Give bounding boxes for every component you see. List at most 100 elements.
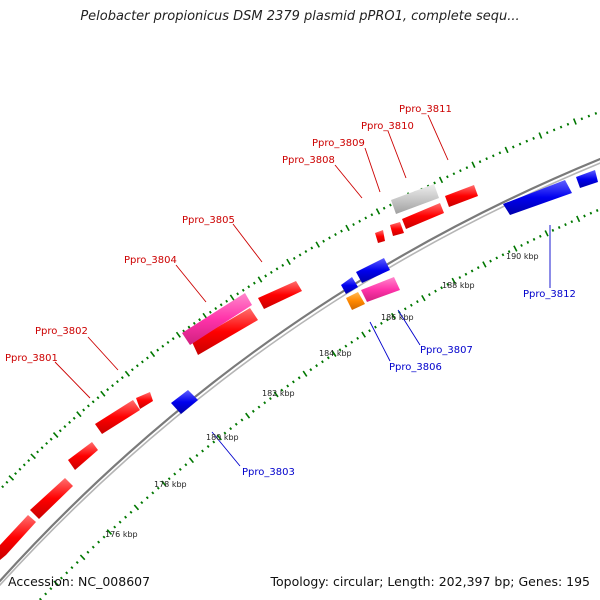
gene-label[interactable]: Ppro_3805 (182, 215, 235, 226)
tick-mark (49, 587, 53, 591)
gene-feature[interactable] (356, 258, 390, 283)
gene-feature[interactable] (341, 277, 358, 294)
tick-mark (572, 118, 577, 125)
tick-mark (280, 388, 284, 392)
gene-feature[interactable] (68, 442, 98, 470)
tick-mark (187, 325, 191, 329)
gene-feature[interactable] (445, 185, 478, 207)
tick-mark (513, 245, 518, 252)
gene-feature[interactable] (136, 392, 153, 409)
tick-mark (212, 440, 216, 444)
tick-mark (552, 128, 556, 132)
gene-label[interactable]: Ppro_3811 (399, 104, 452, 115)
leader-line (397, 309, 421, 346)
leader-line (232, 223, 263, 263)
tick-mark (40, 446, 44, 450)
gene-label[interactable]: Ppro_3810 (361, 121, 414, 132)
gene-feature[interactable] (171, 390, 198, 414)
gene-feature[interactable] (576, 170, 598, 188)
tick-mark (45, 441, 49, 445)
scale-label: 184 kbp (319, 349, 352, 358)
gene-label[interactable]: Ppro_3807 (420, 345, 473, 356)
tick-mark (58, 429, 62, 433)
tick-mark (358, 219, 361, 223)
tick-mark (145, 356, 149, 360)
gene-feature[interactable] (192, 308, 258, 355)
gene-label[interactable]: Ppro_3808 (282, 155, 335, 166)
tick-mark (446, 175, 449, 179)
tick-mark (292, 256, 296, 260)
tick-mark (476, 266, 480, 270)
scale-label: 188 kbp (442, 281, 475, 290)
tick-mark (22, 463, 26, 467)
tick-mark (433, 181, 436, 185)
gene-label[interactable]: Ppro_3802 (35, 326, 88, 337)
tick-mark (100, 390, 106, 397)
gene-feature[interactable] (391, 184, 439, 214)
gene-feature[interactable] (402, 203, 444, 229)
tick-mark (478, 160, 482, 164)
tick-mark (8, 475, 15, 481)
tick-mark (18, 467, 22, 471)
tick-mark (208, 310, 212, 314)
tick-mark (65, 571, 69, 575)
tick-mark (302, 370, 308, 377)
tick-mark (345, 224, 350, 232)
tick-mark (391, 312, 396, 320)
tick-mark (464, 272, 468, 276)
gene-feature[interactable] (375, 230, 385, 243)
gene-label[interactable]: Ppro_3806 (389, 362, 442, 373)
tick-mark (86, 550, 90, 554)
gene-label[interactable]: Ppro_3812 (523, 289, 576, 300)
tick-mark (544, 230, 549, 237)
tick-mark (416, 300, 419, 304)
tick-mark (570, 220, 574, 224)
tick-mark (129, 510, 133, 514)
tick-mark (59, 576, 63, 580)
tick-mark (247, 285, 251, 289)
tick-mark (594, 111, 598, 115)
tick-mark (257, 276, 263, 283)
gene-feature[interactable] (258, 281, 302, 309)
reverse-gene-labels: Ppro_3803 Ppro_3806 Ppro_3807 Ppro_3812 (242, 289, 576, 478)
tick-mark (70, 566, 74, 570)
gene-label[interactable]: Ppro_3803 (242, 467, 295, 478)
tick-mark (470, 269, 474, 273)
gene-feature[interactable] (503, 180, 572, 215)
gene-feature[interactable] (182, 293, 252, 345)
gene-label[interactable]: Ppro_3801 (5, 353, 58, 364)
tick-mark (82, 408, 86, 412)
gene-feature[interactable] (390, 222, 404, 236)
gene-feature[interactable] (95, 400, 140, 434)
gene-feature[interactable] (30, 478, 73, 519)
tick-mark (76, 411, 82, 418)
tick-mark (340, 229, 343, 233)
gene-feature[interactable] (346, 292, 365, 310)
tick-mark (564, 223, 567, 227)
tick-mark (304, 250, 308, 253)
tick-mark (79, 554, 86, 561)
tick-mark (223, 431, 227, 435)
reverse-strand-features (171, 170, 598, 414)
tick-mark (434, 289, 437, 293)
tick-mark (257, 405, 261, 409)
tick-mark (532, 237, 536, 241)
tick-mark (68, 420, 72, 424)
forward-strand-features (0, 184, 478, 560)
gene-feature[interactable] (0, 515, 36, 560)
tick-mark (310, 246, 314, 250)
scale-label: 190 kbp (506, 252, 539, 261)
tick-mark (229, 427, 233, 431)
gene-label[interactable]: Ppro_3804 (124, 255, 177, 266)
forward-gene-labels: Ppro_3801 Ppro_3802 Ppro_3804 Ppro_3805 … (5, 104, 452, 364)
gene-feature[interactable] (361, 277, 400, 302)
tick-mark (106, 529, 113, 535)
tick-mark (389, 203, 392, 207)
gene-label[interactable]: Ppro_3809 (312, 138, 365, 149)
tick-mark (30, 453, 36, 460)
tick-mark (489, 259, 492, 263)
tick-mark (115, 380, 119, 384)
tick-mark (350, 340, 354, 344)
tick-mark (286, 258, 291, 266)
